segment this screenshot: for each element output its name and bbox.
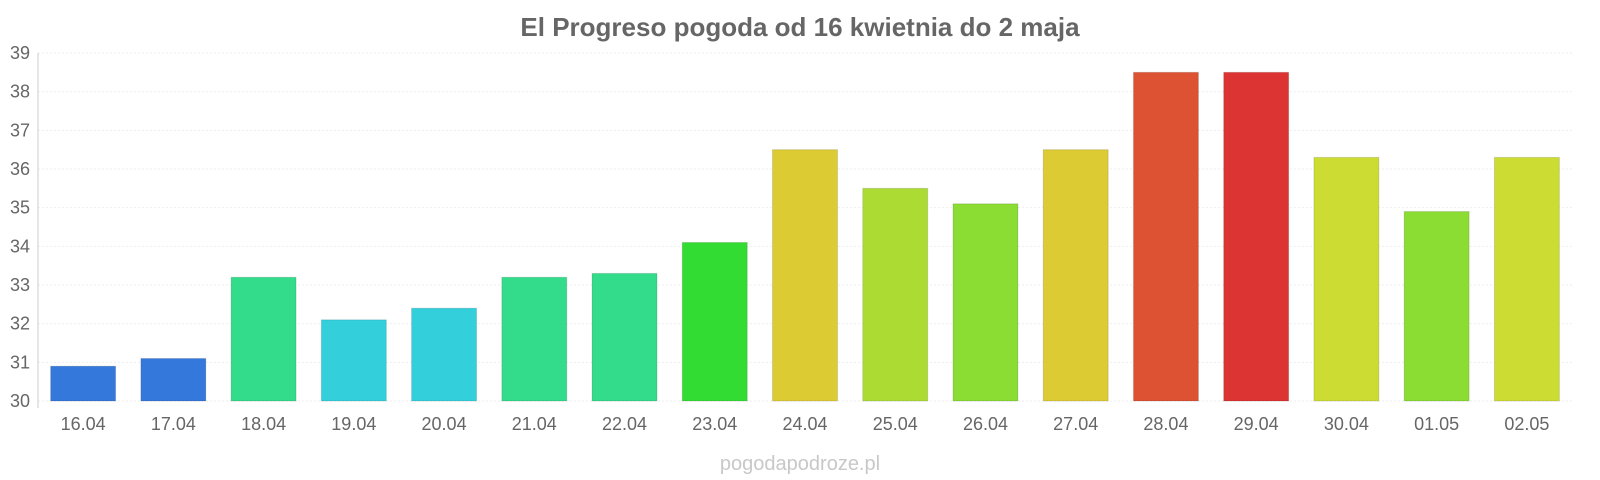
watermark: pogodapodroze.pl (720, 453, 880, 475)
y-tick-label: 39 (10, 43, 30, 63)
y-tick-label: 32 (10, 314, 30, 334)
x-tick-label: 30.04 (1324, 414, 1369, 434)
bar-25.04 (862, 187, 929, 402)
x-tick-label: 24.04 (782, 414, 827, 434)
bar-29.04 (1223, 71, 1290, 402)
bar-18.04 (230, 276, 297, 402)
y-tick-label: 31 (10, 352, 30, 372)
y-tick-label: 30 (10, 391, 30, 411)
y-tick-label: 36 (10, 159, 30, 179)
y-tick-label: 38 (10, 82, 30, 102)
x-tick-label: 29.04 (1234, 414, 1279, 434)
y-tick-label: 35 (10, 198, 30, 218)
x-tick-label: 25.04 (873, 414, 918, 434)
x-tick-label: 17.04 (151, 414, 196, 434)
x-tick-label: 18.04 (241, 414, 286, 434)
x-tick-label: 01.05 (1414, 414, 1459, 434)
bar-28.04 (1132, 71, 1199, 402)
y-tick-label: 37 (10, 120, 30, 140)
bars (50, 71, 1560, 402)
x-tick-label: 26.04 (963, 414, 1008, 434)
bar-24.04 (772, 149, 838, 402)
bar-17.04 (140, 357, 207, 402)
bar-22.04 (591, 272, 658, 402)
bar-16.04 (50, 365, 117, 402)
bar-20.04 (411, 307, 478, 402)
x-tick-label: 02.05 (1504, 414, 1549, 434)
y-axis-ticks: 30 31 32 33 34 35 36 37 38 39 (10, 43, 30, 411)
bar-27.04 (1042, 149, 1109, 402)
x-tick-label: 22.04 (602, 414, 647, 434)
x-tick-label: 21.04 (512, 414, 557, 434)
bar-21.04 (501, 276, 568, 402)
x-axis-ticks: 16.04 17.04 18.04 19.04 20.04 21.04 22.04 23.04… (61, 414, 1550, 434)
bar-26.04 (952, 203, 1019, 402)
bar-01.05 (1403, 211, 1470, 402)
bar-23.04 (681, 241, 748, 402)
bar-19.04 (320, 319, 387, 402)
x-tick-label: 20.04 (422, 414, 467, 434)
x-tick-label: 27.04 (1053, 414, 1098, 434)
chart-title: El Progreso pogoda od 16 kwietnia do 2 m… (520, 12, 1080, 42)
x-tick-label: 16.04 (61, 414, 106, 434)
x-tick-label: 19.04 (331, 414, 376, 434)
x-tick-label: 23.04 (692, 414, 737, 434)
bar-02.05 (1493, 156, 1560, 402)
x-tick-label: 28.04 (1143, 414, 1188, 434)
bar-30.04 (1313, 156, 1380, 402)
y-tick-label: 33 (10, 275, 30, 295)
y-tick-label: 34 (10, 236, 30, 256)
